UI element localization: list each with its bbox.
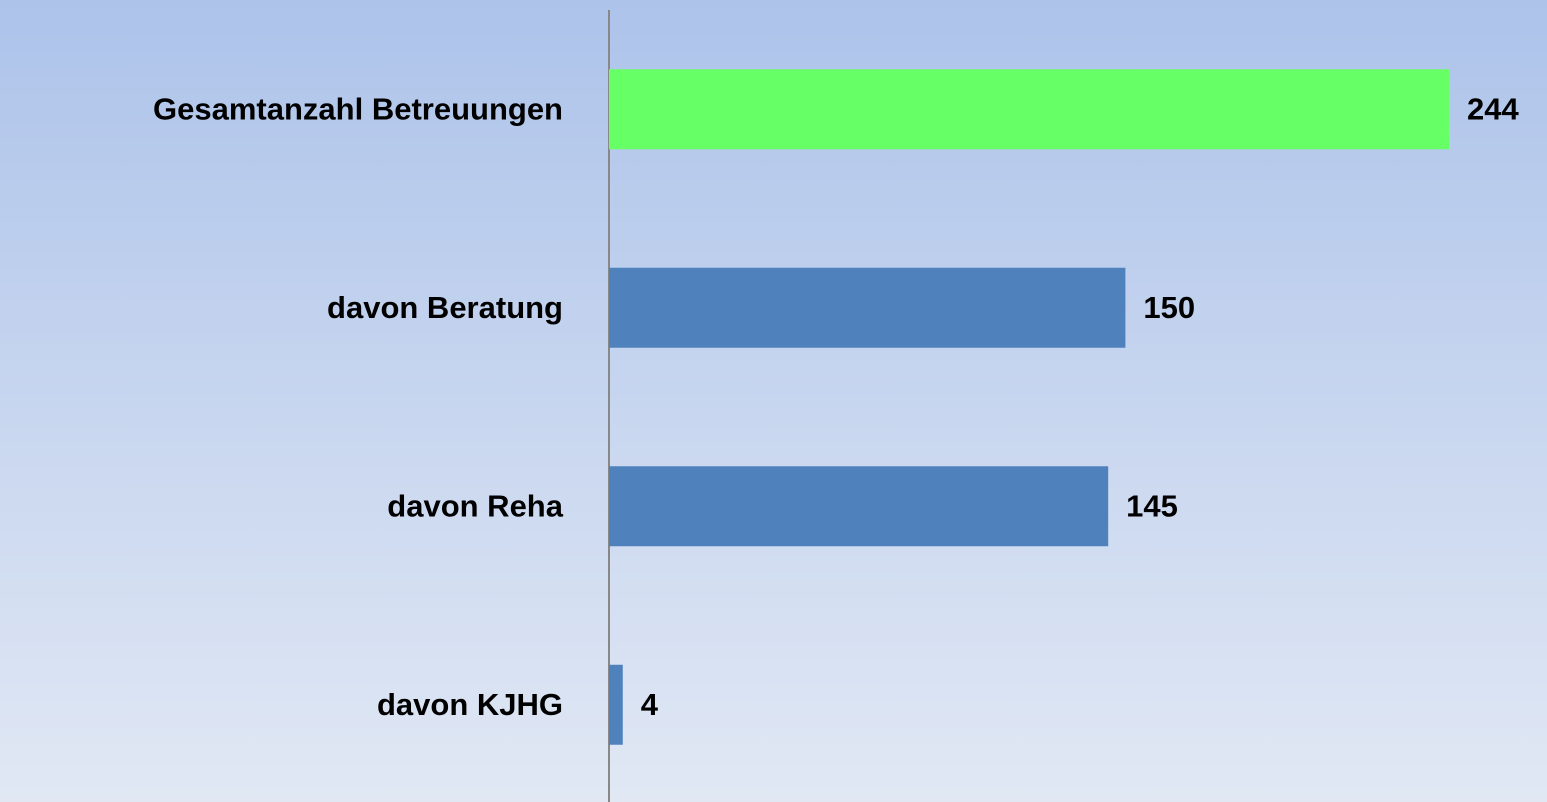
category-label: Gesamtanzahl Betreuungen (153, 91, 563, 126)
bar (609, 69, 1449, 150)
category-label: davon Beratung (327, 290, 563, 325)
value-label: 244 (1467, 91, 1519, 126)
category-label: davon KJHG (377, 687, 563, 722)
value-label: 145 (1126, 488, 1178, 523)
bar (609, 664, 623, 745)
bar (609, 466, 1109, 547)
value-label: 4 (641, 687, 659, 722)
bar (609, 267, 1126, 348)
value-label: 150 (1143, 290, 1195, 325)
category-label: davon Reha (387, 488, 563, 523)
